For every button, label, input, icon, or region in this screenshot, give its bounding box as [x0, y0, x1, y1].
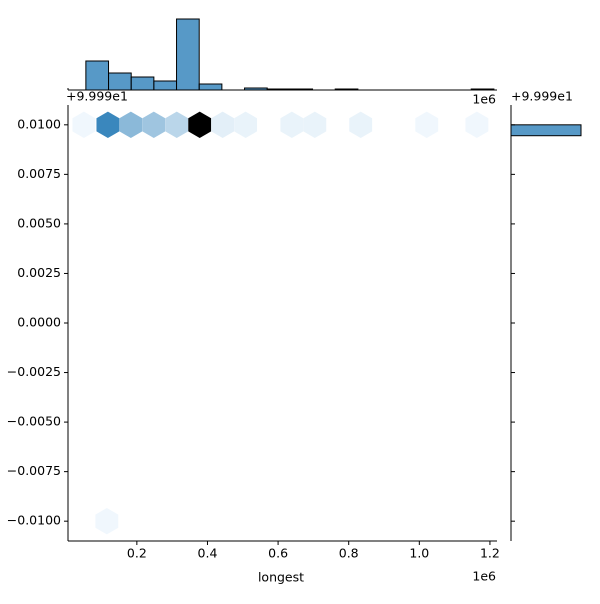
x-tick-label: 1.2	[480, 546, 500, 561]
hexbin-cell	[415, 111, 439, 139]
y-tick-label: −0.0050	[7, 414, 61, 429]
y-tick-label: 0.0075	[17, 166, 61, 181]
x-offset-label: 1e6	[472, 569, 496, 584]
hexbin-cell	[165, 111, 189, 139]
hexbin-cell	[95, 507, 119, 535]
hexbin-cell	[280, 111, 304, 139]
hexbin-cell	[142, 111, 166, 139]
x-hist-bar	[85, 60, 110, 91]
y-tick-label: −0.0025	[7, 364, 61, 379]
hexbin-cell	[188, 111, 212, 139]
y-offset-label: +9.999e1	[511, 89, 573, 104]
hexbin-cell	[72, 111, 96, 139]
y-tick-label: −0.0100	[7, 513, 61, 528]
hexbin-cell	[349, 111, 373, 139]
x-tick-label: 0.6	[268, 546, 288, 561]
x-tick-label: 0.2	[127, 546, 147, 561]
y-tick-label: 0.0025	[17, 265, 61, 280]
x-hist-bar	[130, 76, 155, 91]
x-tick-label: 1.0	[409, 546, 429, 561]
hexbin-cell	[119, 111, 143, 139]
x-hist-bar	[108, 72, 132, 91]
x-tick-label: 0.4	[198, 546, 218, 561]
x-hist-bar	[176, 18, 200, 91]
y-tick-label: 0.0050	[17, 215, 61, 230]
hexbin-cell	[465, 111, 489, 139]
y-offset-label: +9.999e1	[66, 89, 128, 104]
x-hist-bar	[198, 83, 223, 91]
x-tick-label: 0.8	[339, 546, 359, 561]
y-tick-label: −0.0075	[7, 463, 61, 478]
hexbin-cell	[96, 111, 120, 139]
hexbin-cell	[211, 111, 235, 139]
y-tick-label: 0.0100	[17, 116, 61, 131]
hexbin-cell	[234, 111, 258, 139]
x-axis-label: longest	[258, 570, 304, 585]
y-hist-bar	[510, 124, 582, 137]
y-tick-label: 0.0000	[17, 315, 61, 330]
hexbin-cell	[303, 111, 327, 139]
x-offset-label: 1e6	[472, 92, 496, 107]
x-hist-bar	[153, 80, 178, 91]
